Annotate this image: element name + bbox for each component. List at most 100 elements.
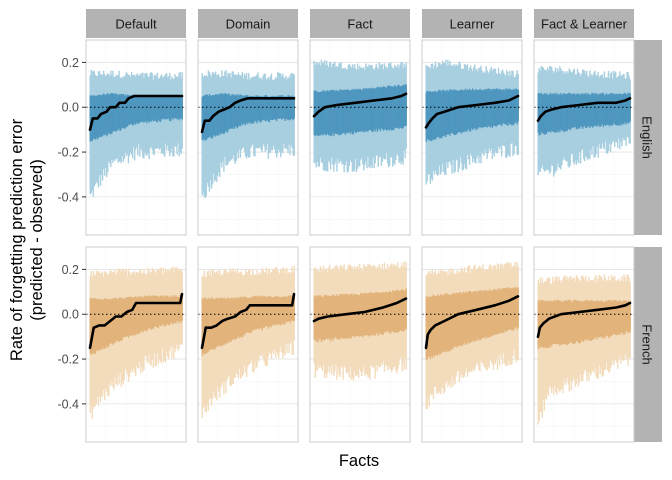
inner-interval-bar [119, 94, 121, 132]
strip-domain [198, 9, 298, 38]
inner-interval-bar [405, 84, 407, 127]
y-tick-label: -0.2 [57, 353, 79, 367]
inner-interval-bar [134, 96, 137, 125]
inner-interval-bar [140, 295, 142, 332]
inner-interval-bar [356, 295, 359, 337]
inner-interval-bar [289, 95, 291, 121]
inner-interval-bar [126, 297, 129, 337]
inner-interval-bar [339, 89, 341, 135]
inner-interval-bar [254, 295, 256, 330]
inner-interval-bar [547, 94, 550, 133]
inner-interval-bar [326, 90, 329, 134]
inner-interval-bar [576, 300, 579, 342]
inner-interval-bar [256, 95, 258, 124]
inner-interval-bar [137, 97, 139, 124]
inner-interval-bar [240, 94, 243, 125]
inner-interval-bar [136, 297, 138, 335]
inner-interval-bar [567, 93, 569, 129]
inner-interval-bar [386, 292, 389, 332]
inner-interval-bar [381, 87, 384, 130]
inner-interval-bar [444, 293, 446, 352]
inner-interval-bar [558, 300, 560, 344]
inner-interval-bar [109, 94, 111, 134]
outer-interval-bar [537, 279, 539, 425]
inner-interval-bar [174, 296, 176, 323]
inner-interval-bar [244, 297, 247, 334]
inner-interval-bar [597, 93, 599, 125]
inner-interval-bar [426, 90, 428, 140]
inner-interval-bar [484, 88, 486, 128]
inner-interval-bar [281, 95, 283, 120]
inner-interval-bar [245, 297, 248, 333]
inner-interval-bar [455, 90, 457, 135]
inner-interval-bar [115, 297, 117, 341]
median-line [536, 301, 632, 338]
inner-interval-bar [391, 86, 393, 131]
inner-interval-bar [172, 97, 174, 120]
inner-interval-bar [403, 290, 405, 331]
inner-interval-bar [385, 87, 388, 131]
inner-interval-bar [469, 90, 472, 132]
inner-interval-bar [479, 88, 481, 128]
inner-interval-bar [112, 93, 114, 132]
inner-interval-bar [545, 93, 548, 135]
inner-interval-bar [554, 94, 556, 133]
inner-interval-bar [330, 90, 332, 137]
inner-interval-bar [616, 93, 618, 126]
inner-interval-bar [345, 293, 347, 338]
inner-interval-bar [619, 93, 621, 126]
inner-interval-bar [383, 86, 386, 130]
inner-interval-bar [242, 296, 245, 336]
inner-interval-bar [397, 84, 399, 129]
inner-interval-bar [468, 291, 471, 344]
inner-interval-bar [274, 296, 277, 324]
inner-interval-bar [139, 95, 141, 123]
inner-interval-bar [626, 94, 628, 123]
inner-interval-bar [589, 301, 591, 341]
inner-interval-bar [582, 301, 585, 343]
inner-interval-bar [318, 92, 321, 136]
inner-interval-bar [243, 95, 246, 125]
inner-interval-bar [211, 297, 214, 350]
inner-interval-bar [495, 88, 498, 127]
inner-interval-bar [322, 90, 325, 135]
inner-interval-bar [467, 291, 470, 344]
inner-interval-bar [228, 298, 230, 343]
inner-interval-bar [516, 89, 518, 125]
median-line [424, 295, 520, 350]
inner-interval-bar [561, 94, 563, 131]
inner-interval-bar [249, 297, 251, 332]
inner-interval-bar [598, 300, 600, 338]
inner-interval-bar [106, 298, 108, 346]
inner-interval-bar [343, 294, 345, 339]
panel-french-fact-learner [533, 246, 635, 443]
inner-interval-bar [124, 299, 127, 338]
inner-interval-bar [170, 96, 172, 121]
inner-interval-bar [537, 93, 539, 133]
inner-interval-bar [325, 90, 328, 135]
inner-interval-bar [124, 94, 127, 129]
inner-interval-bar [273, 296, 276, 326]
inner-interval-bar [130, 96, 133, 124]
inner-interval-bar [163, 297, 166, 327]
inner-interval-bar [517, 287, 519, 329]
inner-interval-bar [481, 291, 483, 339]
inner-interval-bar [426, 297, 428, 360]
inner-interval-bar [627, 92, 629, 124]
inner-interval-bar [571, 301, 574, 344]
strip-label-domain: Domain [226, 17, 271, 32]
inner-interval-bar [448, 294, 450, 352]
inner-interval-bar [129, 296, 132, 336]
inner-interval-bar [384, 87, 387, 129]
inner-interval-bar [498, 288, 501, 333]
inner-interval-bar [149, 296, 151, 329]
inner-interval-bar [562, 301, 564, 345]
inner-interval-bar [287, 296, 289, 322]
inner-interval-bar [114, 93, 116, 131]
inner-interval-bar [125, 95, 128, 126]
inner-interval-bar [284, 96, 286, 122]
inner-interval-bar [580, 93, 583, 127]
inner-interval-bar [288, 295, 290, 321]
inner-interval-bar [283, 296, 285, 325]
inner-interval-bar [90, 95, 92, 142]
